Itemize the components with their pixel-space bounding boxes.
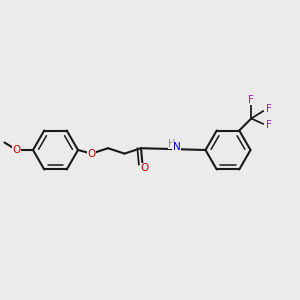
Text: O: O [141,163,149,173]
Text: F: F [248,95,254,105]
Text: F: F [266,120,272,130]
Text: N: N [173,142,181,152]
Text: O: O [87,148,96,159]
Text: O: O [12,145,21,155]
Text: H: H [168,139,176,149]
Text: F: F [266,104,272,114]
